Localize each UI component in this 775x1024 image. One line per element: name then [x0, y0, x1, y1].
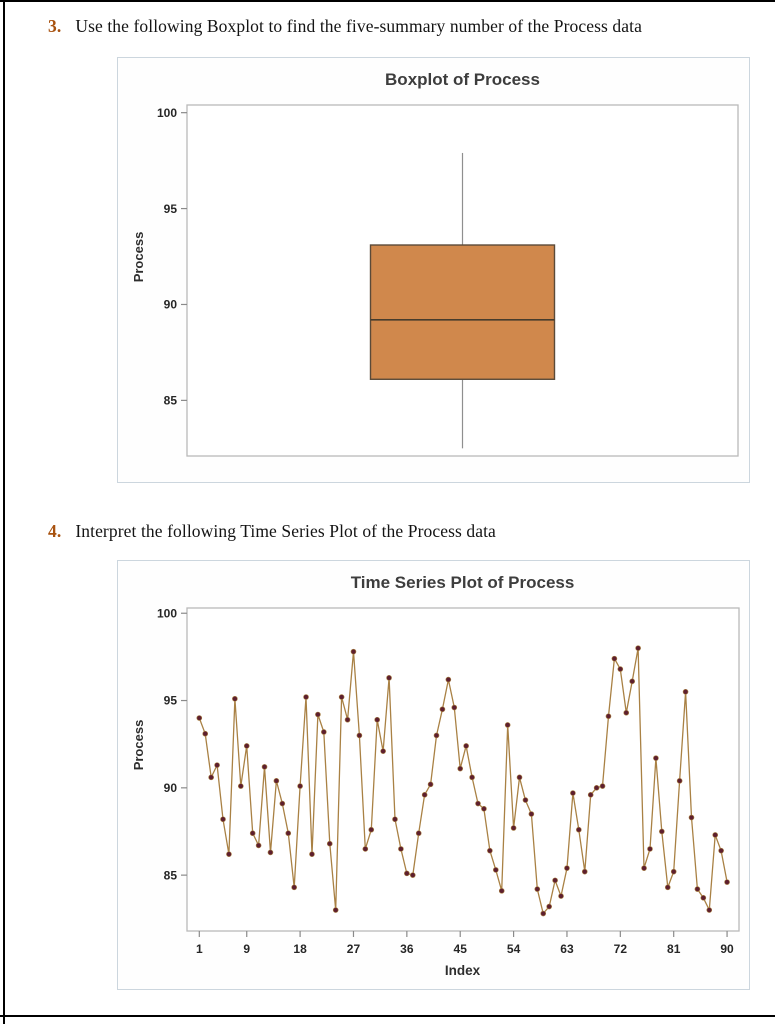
- svg-text:95: 95: [164, 694, 178, 708]
- boxplot-figure: Boxplot of Process Process 85 90 95 100: [117, 57, 750, 483]
- time-series-title: Time Series Plot of Process: [350, 573, 575, 592]
- svg-text:72: 72: [614, 942, 628, 956]
- svg-text:100: 100: [157, 606, 177, 620]
- svg-text:36: 36: [400, 942, 414, 956]
- svg-text:81: 81: [667, 942, 681, 956]
- svg-text:45: 45: [454, 942, 468, 956]
- time-series-figure: Time Series Plot of Process Process Inde…: [117, 560, 750, 990]
- svg-text:100: 100: [157, 106, 177, 120]
- question-4-text: Interpret the following Time Series Plot…: [75, 521, 496, 541]
- svg-text:18: 18: [293, 942, 307, 956]
- svg-text:95: 95: [164, 202, 178, 216]
- svg-text:63: 63: [560, 942, 574, 956]
- svg-text:85: 85: [164, 394, 178, 408]
- time-series-x-axis-label: Index: [444, 963, 481, 978]
- svg-text:54: 54: [507, 942, 521, 956]
- question-3-text: Use the following Boxplot to find the fi…: [75, 16, 642, 36]
- svg-text:90: 90: [164, 298, 178, 312]
- question-3-number: 3.: [48, 16, 62, 36]
- question-4: 4. Interpret the following Time Series Pl…: [48, 521, 748, 542]
- svg-text:90: 90: [164, 781, 178, 795]
- svg-text:85: 85: [164, 868, 178, 882]
- svg-text:1: 1: [196, 942, 203, 956]
- question-3: 3. Use the following Boxplot to find the …: [48, 16, 748, 37]
- boxplot-canvas: 85 90 95 100: [157, 104, 739, 457]
- svg-text:90: 90: [720, 942, 734, 956]
- left-border-line: [3, 0, 5, 1024]
- time-series-canvas: 85 90 95 100 1 9 18 27 36 45 54 63 72 81 90: [157, 606, 740, 956]
- top-border-line: [0, 0, 775, 2]
- svg-text:27: 27: [347, 942, 361, 956]
- svg-text:9: 9: [243, 942, 250, 956]
- boxplot-title: Boxplot of Process: [385, 70, 540, 89]
- question-4-number: 4.: [48, 521, 62, 541]
- bottom-border-line: [0, 1015, 775, 1017]
